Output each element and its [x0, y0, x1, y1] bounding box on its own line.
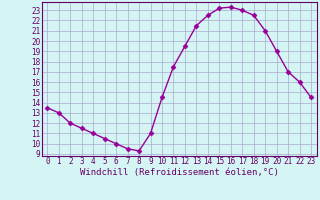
X-axis label: Windchill (Refroidissement éolien,°C): Windchill (Refroidissement éolien,°C): [80, 168, 279, 177]
